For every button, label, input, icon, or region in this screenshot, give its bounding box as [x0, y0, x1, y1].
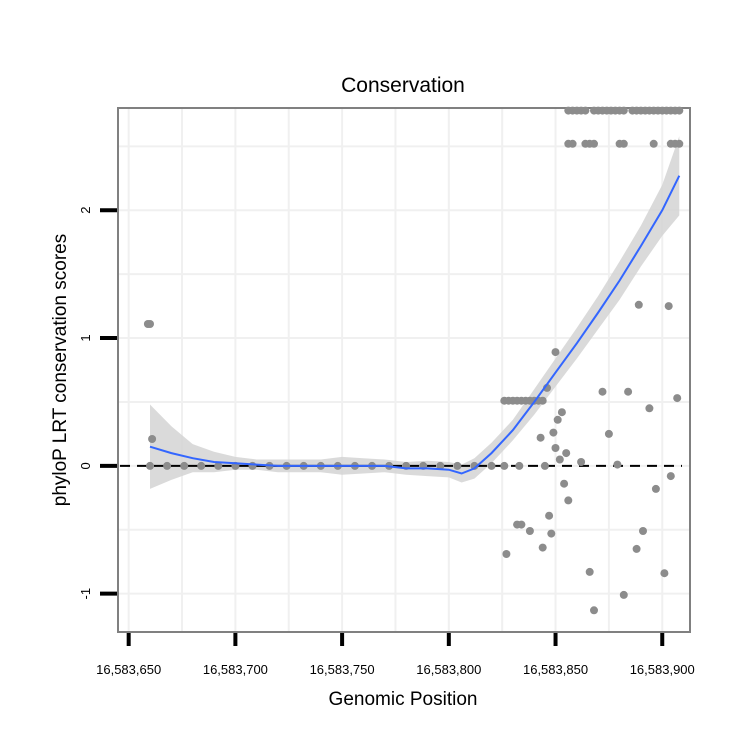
x-tick-label: 16,583,800: [416, 662, 481, 677]
data-point: [163, 461, 172, 470]
x-tick-label: 16,583,750: [310, 662, 375, 677]
data-point: [248, 461, 257, 470]
data-point: [564, 496, 573, 505]
y-tick-label: 1: [78, 334, 93, 341]
data-point: [180, 461, 189, 470]
data-point: [538, 543, 547, 552]
data-point: [525, 527, 534, 535]
data-point: [214, 461, 223, 470]
confidence-band-layer: [150, 136, 680, 489]
data-point: [515, 461, 524, 470]
y-tick-label: 2: [78, 207, 93, 214]
data-point: [540, 461, 549, 470]
data-point: [502, 550, 511, 558]
data-point: [436, 461, 445, 470]
data-point: [660, 569, 669, 578]
y-axis-label: phyloP LRT conservation scores: [50, 234, 71, 507]
x-tick-label: 16,583,700: [203, 662, 268, 677]
data-point: [146, 320, 154, 328]
data-point: [619, 590, 628, 599]
data-point: [562, 449, 571, 458]
data-point: [604, 429, 613, 438]
y-axis: -1 0 1 2: [78, 207, 117, 600]
data-point: [634, 300, 643, 309]
data-point: [639, 527, 647, 535]
x-tick-label: 16,583,850: [523, 662, 588, 677]
data-point: [555, 455, 564, 464]
x-tick-label: 16,583,650: [96, 662, 161, 677]
data-point: [549, 428, 558, 437]
data-point: [590, 606, 598, 615]
data-point: [568, 139, 577, 148]
data-point: [651, 484, 660, 493]
data-point: [624, 387, 633, 396]
data-point: [545, 511, 554, 520]
y-tick-label: 0: [78, 462, 93, 469]
data-point: [613, 460, 622, 469]
data-point: [590, 139, 598, 148]
data-point: [675, 106, 684, 115]
data-point: [547, 529, 556, 538]
data-point: [560, 479, 569, 488]
data-point: [649, 139, 658, 148]
data-point: [673, 394, 682, 403]
plot-panel: [117, 107, 691, 633]
smooth-fit-layer: [149, 175, 681, 475]
data-point: [557, 408, 566, 417]
data-point: [146, 461, 154, 470]
smooth-fit-line: [149, 175, 681, 475]
x-tick-label: 16,583,900: [630, 662, 695, 677]
data-point: [645, 404, 654, 413]
data-point: [619, 106, 628, 115]
data-point: [536, 433, 545, 442]
data-point: [517, 520, 526, 529]
data-point: [581, 106, 590, 115]
data-point: [664, 302, 673, 311]
chart-title: Conservation: [341, 74, 465, 97]
data-point: [666, 472, 675, 481]
data-point: [551, 348, 560, 357]
y-tick-label: -1: [78, 588, 93, 600]
data-point: [551, 444, 560, 452]
data-point: [675, 139, 684, 148]
data-point: [487, 461, 496, 470]
data-point: [197, 461, 206, 470]
data-point: [619, 139, 628, 148]
data-point: [632, 544, 641, 553]
x-axis-label: Genomic Position: [329, 689, 478, 710]
confidence-band: [150, 136, 680, 489]
data-point: [148, 435, 157, 443]
data-point: [585, 567, 594, 576]
data-point: [598, 387, 607, 396]
data-point: [500, 461, 509, 470]
data-point: [453, 461, 462, 470]
data-point: [577, 458, 586, 466]
x-axis: 16,583,650 16,583,700 16,583,750 16,583,800…: [96, 633, 695, 677]
data-point: [538, 396, 547, 405]
data-point: [553, 415, 562, 424]
